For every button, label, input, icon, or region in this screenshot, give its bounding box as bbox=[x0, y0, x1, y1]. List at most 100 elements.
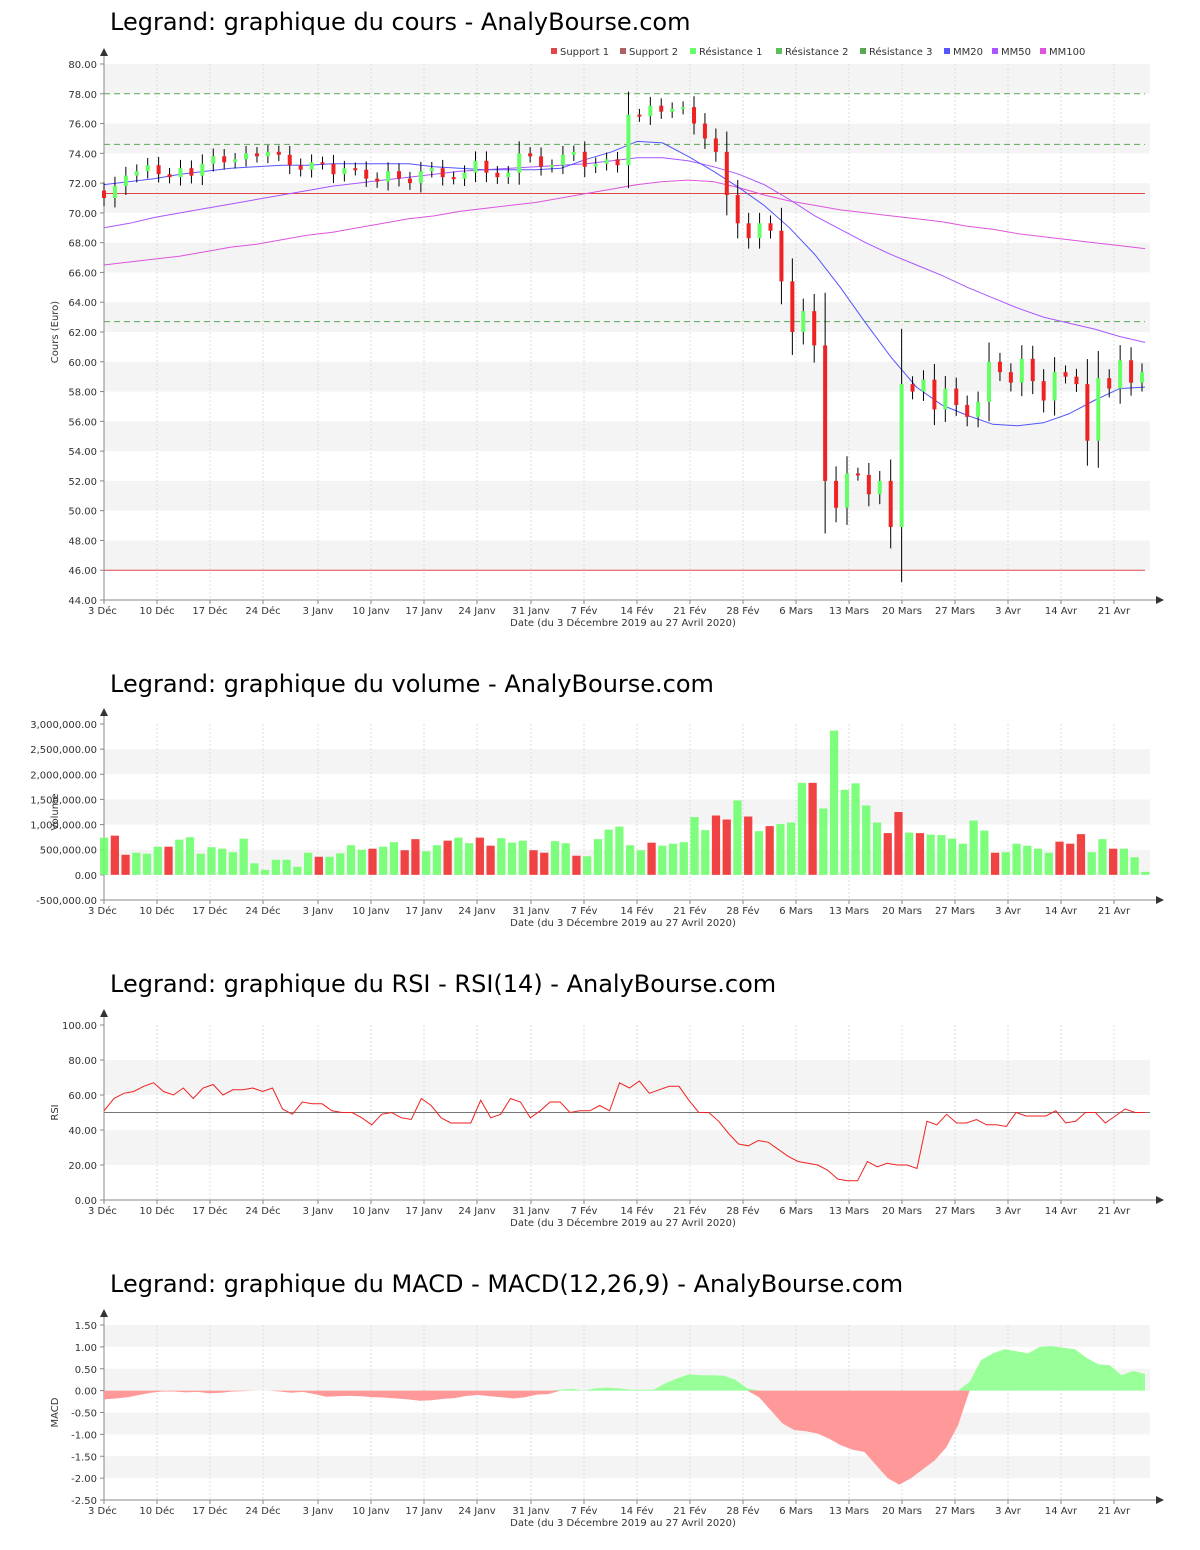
volume-bar bbox=[1044, 852, 1053, 875]
price-xtick-label: 10 Déc bbox=[139, 605, 174, 617]
price-legend-label: MM50 bbox=[1001, 47, 1031, 58]
volume-bar bbox=[958, 843, 968, 875]
price-xtick-label: 20 Mars bbox=[882, 606, 922, 617]
volume-bar bbox=[583, 856, 592, 875]
price-candle bbox=[418, 171, 423, 184]
price-xtick-label: 28 Fév bbox=[726, 605, 759, 617]
rsi-xtick-label: 3 Janv bbox=[303, 1206, 334, 1217]
rsi-xtick-label: 10 Janv bbox=[352, 1206, 389, 1217]
price-candle bbox=[582, 151, 587, 167]
volume-xtick-label: 14 Avr bbox=[1045, 906, 1078, 917]
price-candle bbox=[211, 156, 216, 164]
macd-ytick-label: -1.00 bbox=[71, 1430, 97, 1441]
volume-bar bbox=[722, 819, 731, 875]
rsi-band bbox=[104, 1060, 1150, 1095]
price-ylabel: Cours (Euro) bbox=[50, 301, 61, 364]
price-candle bbox=[713, 138, 718, 152]
volume-bar bbox=[872, 822, 882, 875]
price-legend-label: Résistance 2 bbox=[785, 46, 848, 58]
price-candle bbox=[670, 108, 675, 112]
price-candle bbox=[659, 105, 664, 112]
volume-bar bbox=[572, 855, 581, 875]
price-candle bbox=[844, 473, 849, 508]
price-legend-label: MM20 bbox=[953, 47, 983, 58]
macd-band bbox=[104, 1368, 1150, 1391]
volume-ytick-label: 500,000.00 bbox=[40, 846, 97, 857]
price-candle bbox=[331, 163, 336, 175]
price-candle bbox=[265, 151, 270, 157]
price-candle bbox=[462, 172, 467, 179]
price-candle bbox=[134, 171, 139, 176]
volume-bar bbox=[142, 853, 152, 875]
macd-ytick-label: -2.00 bbox=[71, 1474, 97, 1485]
macd-band bbox=[104, 1325, 1150, 1347]
price-candle bbox=[407, 178, 412, 184]
volume-bar bbox=[443, 840, 452, 875]
volume-bar bbox=[110, 835, 119, 875]
macd-xtick-label: 13 Mars bbox=[829, 1506, 869, 1517]
rsi-xtick-label: 21 Avr bbox=[1098, 1206, 1131, 1217]
volume-bar bbox=[990, 852, 1000, 875]
price-candle bbox=[254, 153, 259, 157]
price-candle bbox=[790, 281, 795, 332]
price-y-arrow bbox=[100, 48, 108, 56]
volume-y-arrow bbox=[100, 708, 108, 716]
volume-bar bbox=[1001, 852, 1010, 875]
macd-ytick-label: 0.50 bbox=[75, 1365, 97, 1376]
rsi-ytick-label: 40.00 bbox=[68, 1126, 97, 1137]
volume-bar bbox=[1076, 834, 1086, 875]
rsi-xtick-label: 14 Fév bbox=[620, 1205, 653, 1217]
price-candle bbox=[692, 107, 697, 124]
volume-bar bbox=[819, 808, 828, 875]
price-ytick-label: 78.00 bbox=[68, 90, 97, 101]
price-legend-swatch bbox=[860, 48, 866, 54]
price-legend-swatch bbox=[992, 48, 998, 54]
volume-bar bbox=[250, 863, 259, 875]
macd-xtick-label: 24 Janv bbox=[458, 1506, 495, 1517]
price-ytick-label: 54.00 bbox=[68, 447, 97, 458]
mm20-line bbox=[103, 140, 1146, 427]
volume-bar bbox=[701, 830, 710, 875]
volume-bar bbox=[175, 839, 184, 875]
price-legend-swatch bbox=[690, 48, 696, 54]
volume-bar bbox=[1119, 848, 1129, 875]
price-candle bbox=[560, 154, 565, 166]
price-band bbox=[104, 361, 1150, 392]
volume-bar bbox=[303, 852, 313, 875]
rsi-ylabel: RSI bbox=[50, 1104, 61, 1120]
rsi-xtick-label: 3 Avr bbox=[995, 1206, 1022, 1217]
price-candle bbox=[604, 159, 609, 164]
volume-bar bbox=[550, 841, 560, 875]
rsi-xtick-label: 17 Déc bbox=[192, 1205, 227, 1217]
volume-xtick-label: 21 Fév bbox=[673, 905, 706, 917]
price-band bbox=[104, 540, 1150, 571]
volume-bar bbox=[754, 831, 764, 875]
price-xtick-label: 27 Mars bbox=[935, 606, 975, 617]
macd-xtick-label: 17 Janv bbox=[405, 1506, 442, 1517]
macd-xtick-label: 20 Mars bbox=[882, 1506, 922, 1517]
rsi-ytick-label: 80.00 bbox=[68, 1056, 97, 1067]
price-candle bbox=[189, 168, 194, 176]
price-candle bbox=[1096, 378, 1101, 441]
macd-xtick-label: 27 Mars bbox=[935, 1506, 975, 1517]
price-candle bbox=[724, 151, 729, 196]
volume-ytick-label: 2,500,000.00 bbox=[30, 745, 97, 756]
price-legend-label: MM100 bbox=[1049, 47, 1085, 58]
price-candle bbox=[517, 153, 522, 173]
price-candle bbox=[1118, 360, 1123, 389]
volume-bar bbox=[314, 856, 323, 875]
volume-bar bbox=[1109, 848, 1118, 875]
volume-xtick-label: 3 Avr bbox=[995, 906, 1022, 917]
rsi-line bbox=[103, 1080, 1145, 1182]
price-candle bbox=[976, 401, 981, 417]
volume-xtick-label: 24 Déc bbox=[245, 905, 280, 917]
volume-bar bbox=[626, 845, 635, 875]
macd-xtick-label: 7 Fév bbox=[571, 1505, 598, 1517]
price-ytick-label: 80.00 bbox=[68, 60, 97, 71]
volume-bar bbox=[379, 846, 388, 875]
price-candle bbox=[615, 159, 620, 166]
price-xtick-label: 13 Mars bbox=[829, 606, 869, 617]
volume-bar bbox=[658, 845, 667, 875]
volume-xtick-label: 21 Avr bbox=[1098, 906, 1131, 917]
